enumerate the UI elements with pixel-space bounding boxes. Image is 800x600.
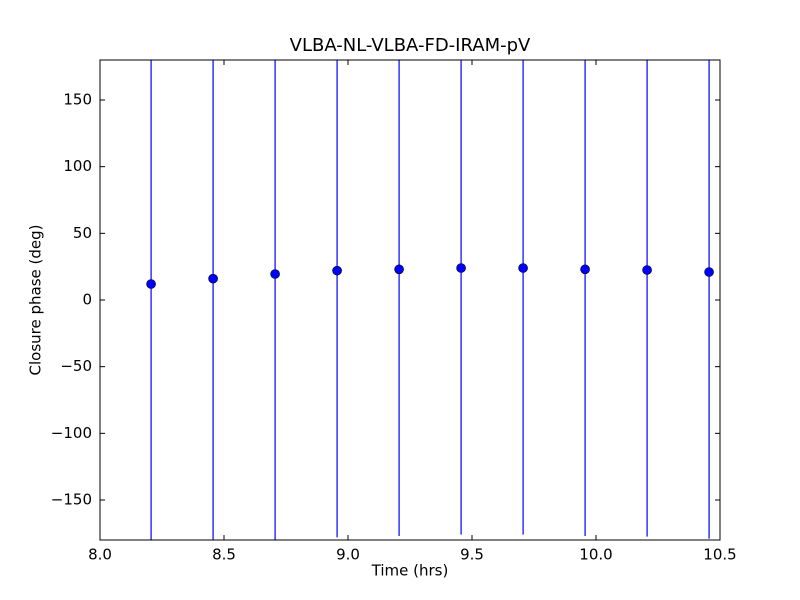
x-tick-label: 10.0: [579, 546, 612, 564]
data-point: [270, 269, 280, 279]
y-tick-label: −150: [51, 491, 92, 509]
data-point: [456, 263, 466, 273]
plot-area: [146, 60, 714, 540]
y-tick-label: 100: [63, 157, 92, 175]
x-tick-label: 9.0: [336, 546, 360, 564]
y-tick-label: 150: [63, 91, 92, 109]
y-tick-label: 0: [82, 291, 92, 309]
x-tick-label: 8.5: [212, 546, 236, 564]
y-tick-label: −100: [51, 424, 92, 442]
chart-title: VLBA-NL-VLBA-FD-IRAM-pV: [290, 35, 531, 56]
x-tick-label: 10.5: [703, 546, 736, 564]
y-tick-label: −50: [60, 357, 92, 375]
data-point: [208, 273, 218, 284]
data-point: [704, 267, 714, 277]
data-point: [580, 264, 590, 275]
data-point: [394, 264, 404, 275]
x-tick-label: 8.0: [88, 546, 112, 564]
data-point: [332, 265, 342, 276]
y-tick-label: 50: [73, 224, 92, 242]
data-point: [146, 279, 156, 289]
data-point: [518, 263, 528, 273]
data-point: [642, 265, 652, 275]
x-tick-label: 9.5: [460, 546, 484, 564]
y-axis-label: Closure phase (deg): [27, 225, 45, 376]
x-axis-label: Time (hrs): [371, 562, 449, 580]
